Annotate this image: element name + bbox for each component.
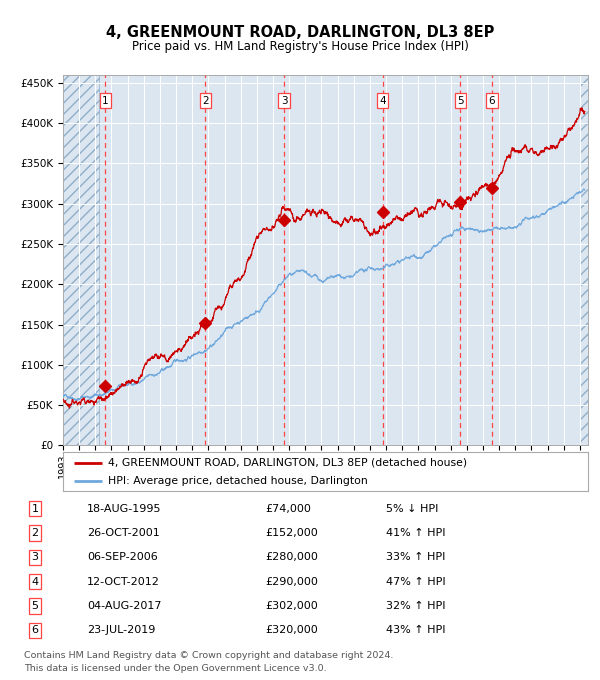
Text: HPI: Average price, detached house, Darlington: HPI: Average price, detached house, Darl… — [107, 476, 367, 486]
Text: £74,000: £74,000 — [265, 504, 311, 513]
Text: 32% ↑ HPI: 32% ↑ HPI — [386, 601, 446, 611]
Text: £280,000: £280,000 — [265, 552, 319, 562]
Bar — [63, 75, 98, 445]
Text: 12-OCT-2012: 12-OCT-2012 — [87, 577, 160, 587]
Text: £320,000: £320,000 — [265, 626, 318, 635]
Text: 5: 5 — [32, 601, 38, 611]
Text: 4, GREENMOUNT ROAD, DARLINGTON, DL3 8EP (detached house): 4, GREENMOUNT ROAD, DARLINGTON, DL3 8EP … — [107, 458, 467, 468]
Text: 3: 3 — [281, 96, 287, 105]
Text: 26-OCT-2001: 26-OCT-2001 — [87, 528, 160, 538]
Text: 3: 3 — [32, 552, 38, 562]
Text: 33% ↑ HPI: 33% ↑ HPI — [386, 552, 446, 562]
Text: £290,000: £290,000 — [265, 577, 319, 587]
Text: 6: 6 — [489, 96, 496, 105]
Text: 4, GREENMOUNT ROAD, DARLINGTON, DL3 8EP: 4, GREENMOUNT ROAD, DARLINGTON, DL3 8EP — [106, 25, 494, 40]
Text: 23-JUL-2019: 23-JUL-2019 — [87, 626, 155, 635]
Text: 2: 2 — [31, 528, 38, 538]
Text: Price paid vs. HM Land Registry's House Price Index (HPI): Price paid vs. HM Land Registry's House … — [131, 39, 469, 53]
Text: 4: 4 — [31, 577, 38, 587]
Text: 5: 5 — [457, 96, 464, 105]
Text: 1: 1 — [102, 96, 109, 105]
Text: £152,000: £152,000 — [265, 528, 318, 538]
Text: 2: 2 — [202, 96, 209, 105]
Text: 06-SEP-2006: 06-SEP-2006 — [87, 552, 158, 562]
Text: 43% ↑ HPI: 43% ↑ HPI — [386, 626, 446, 635]
Text: 41% ↑ HPI: 41% ↑ HPI — [386, 528, 446, 538]
Text: £302,000: £302,000 — [265, 601, 318, 611]
Text: 6: 6 — [32, 626, 38, 635]
Text: 18-AUG-1995: 18-AUG-1995 — [87, 504, 161, 513]
Text: 5% ↓ HPI: 5% ↓ HPI — [386, 504, 439, 513]
Text: This data is licensed under the Open Government Licence v3.0.: This data is licensed under the Open Gov… — [24, 664, 326, 673]
Text: 04-AUG-2017: 04-AUG-2017 — [87, 601, 161, 611]
Bar — [580, 75, 588, 445]
Text: 47% ↑ HPI: 47% ↑ HPI — [386, 577, 446, 587]
Text: 1: 1 — [32, 504, 38, 513]
Text: 4: 4 — [379, 96, 386, 105]
Text: Contains HM Land Registry data © Crown copyright and database right 2024.: Contains HM Land Registry data © Crown c… — [24, 651, 394, 660]
